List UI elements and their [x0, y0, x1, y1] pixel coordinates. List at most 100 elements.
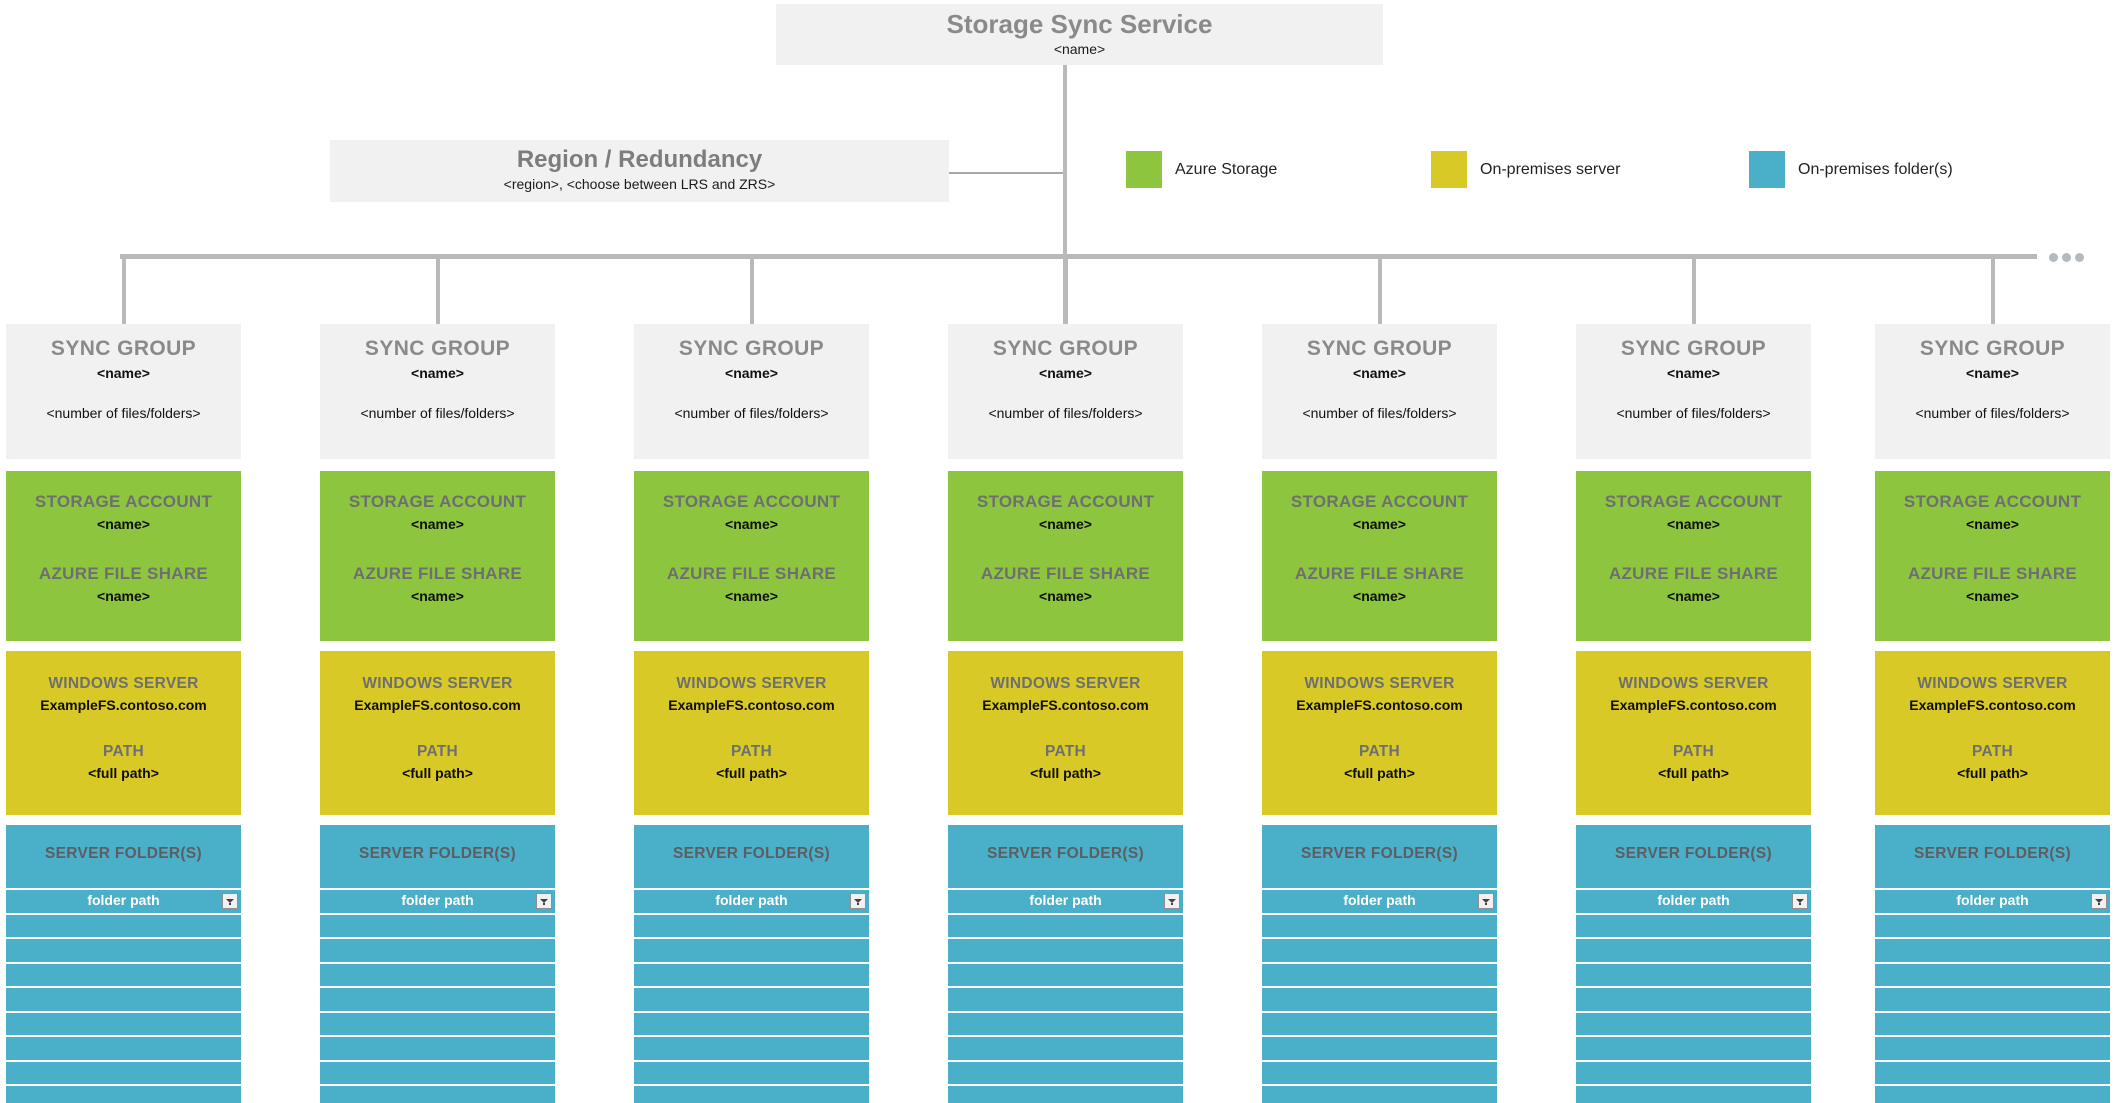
drop-connector-line [1990, 257, 1995, 324]
dropdown-arrow-stem [857, 903, 859, 905]
folder-path-dropdown-button[interactable] [1792, 893, 1808, 909]
windows-server-label: WINDOWS SERVER [676, 675, 827, 692]
sync-group-title: SYNC GROUP [1306, 337, 1453, 360]
empty-folder-row [6, 1010, 241, 1036]
sync-group-name: <name> [97, 365, 150, 381]
empty-folder-row [1576, 1010, 1811, 1036]
folder-path-row: folder path [6, 888, 241, 913]
path-label: PATH [730, 743, 773, 760]
empty-folder-row [948, 1084, 1183, 1103]
windows-server-label: WINDOWS SERVER [990, 675, 1141, 692]
folder-path-label: folder path [1029, 892, 1102, 908]
windows-server-box: WINDOWS SERVER ExampleFS.contoso.com PAT… [6, 651, 241, 815]
sync-group-column: SYNC GROUP <name> <number of files/folde… [6, 324, 241, 1103]
dropdown-arrow-icon [226, 899, 234, 903]
empty-folder-row [948, 961, 1183, 987]
empty-folder-row [1262, 1035, 1497, 1060]
empty-folder-row [6, 1059, 241, 1085]
azure-storage-box: STORAGE ACCOUNT <name> AZURE FILE SHARE … [1262, 471, 1497, 641]
sync-group-box: SYNC GROUP <name> <number of files/folde… [6, 324, 241, 459]
folder-path-label: folder path [1343, 892, 1416, 908]
azure-file-share-name: <name> [1966, 588, 2019, 604]
folder-path-row: folder path [320, 888, 555, 913]
empty-folder-row [1576, 1084, 1811, 1103]
azure-storage-box: STORAGE ACCOUNT <name> AZURE FILE SHARE … [320, 471, 555, 641]
azure-storage-box: STORAGE ACCOUNT <name> AZURE FILE SHARE … [1576, 471, 1811, 641]
sync-group-box: SYNC GROUP <name> <number of files/folde… [320, 324, 555, 459]
storage-account-name: <name> [725, 516, 778, 532]
folder-path-dropdown-button[interactable] [536, 893, 552, 909]
windows-server-label: WINDOWS SERVER [48, 675, 199, 692]
server-folders-box: SERVER FOLDER(S) folder path [948, 825, 1183, 1103]
empty-folder-row [1262, 1059, 1497, 1085]
sync-group-box: SYNC GROUP <name> <number of files/folde… [1262, 324, 1497, 459]
azure-storage-box: STORAGE ACCOUNT <name> AZURE FILE SHARE … [6, 471, 241, 641]
empty-folder-row [1576, 1035, 1811, 1060]
sync-group-name: <name> [1966, 365, 2019, 381]
folder-path-dropdown-button[interactable] [222, 893, 238, 909]
azure-file-share-label: AZURE FILE SHARE [1907, 564, 2078, 583]
azure-file-share-label: AZURE FILE SHARE [1294, 564, 1465, 583]
empty-folder-row [6, 912, 241, 938]
windows-server-name: ExampleFS.contoso.com [40, 697, 207, 713]
empty-folder-row [320, 1035, 555, 1060]
folder-path-label: folder path [1657, 892, 1730, 908]
empty-folder-row [1262, 1084, 1497, 1103]
storage-sync-service-name: <name> [1053, 41, 1106, 57]
folder-path-row: folder path [948, 888, 1183, 913]
azure-file-share-name: <name> [1039, 588, 1092, 604]
empty-folder-row [6, 1084, 241, 1103]
dropdown-arrow-icon [2095, 899, 2103, 903]
path-label: PATH [1971, 743, 2014, 760]
sync-group-column: SYNC GROUP <name> <number of files/folde… [1875, 324, 2110, 1103]
azure-file-share-label: AZURE FILE SHARE [352, 564, 523, 583]
empty-folder-row [320, 1084, 555, 1103]
folder-path-dropdown-button[interactable] [1478, 893, 1494, 909]
path-label: PATH [102, 743, 145, 760]
dropdown-arrow-icon [1168, 899, 1176, 903]
drop-connector-line [1063, 257, 1068, 324]
folder-path-dropdown-button[interactable] [1164, 893, 1180, 909]
ellipsis-dot [2062, 253, 2071, 262]
dropdown-arrow-icon [540, 899, 548, 903]
folder-path-row: folder path [634, 888, 869, 913]
empty-folder-row [1875, 912, 2110, 938]
empty-folder-row [634, 1010, 869, 1036]
windows-server-name: ExampleFS.contoso.com [354, 697, 521, 713]
azure-file-share-name: <name> [411, 588, 464, 604]
empty-folder-row [1262, 986, 1497, 1011]
sync-group-name: <name> [411, 365, 464, 381]
dropdown-arrow-icon [854, 899, 862, 903]
empty-folder-row [1875, 1035, 2110, 1060]
sync-group-files-count: <number of files/folders> [988, 405, 1143, 421]
server-folders-label: SERVER FOLDER(S) [45, 845, 202, 862]
azure-file-share-name: <name> [97, 588, 150, 604]
empty-folder-row [1875, 961, 2110, 987]
sync-group-title: SYNC GROUP [50, 337, 197, 360]
sync-group-files-count: <number of files/folders> [1616, 405, 1771, 421]
path-value: <full path> [1957, 765, 2028, 781]
server-folders-label: SERVER FOLDER(S) [987, 845, 1144, 862]
path-label: PATH [416, 743, 459, 760]
horizontal-connector-bar [120, 254, 2037, 259]
sync-group-title: SYNC GROUP [992, 337, 1139, 360]
folder-path-label: folder path [401, 892, 474, 908]
azure-file-share-label: AZURE FILE SHARE [666, 564, 837, 583]
empty-folder-row [320, 1059, 555, 1085]
storage-account-name: <name> [1353, 516, 1406, 532]
sync-group-box: SYNC GROUP <name> <number of files/folde… [1576, 324, 1811, 459]
server-folders-box: SERVER FOLDER(S) folder path [1875, 825, 2110, 1103]
empty-folder-row [634, 1059, 869, 1085]
sync-group-box: SYNC GROUP <name> <number of files/folde… [948, 324, 1183, 459]
empty-folder-row [948, 937, 1183, 962]
empty-folder-row [1875, 1010, 2110, 1036]
folder-path-dropdown-button[interactable] [2091, 893, 2107, 909]
trunk-connector-line [1063, 65, 1067, 324]
folder-path-dropdown-button[interactable] [850, 893, 866, 909]
server-folders-box: SERVER FOLDER(S) folder path [6, 825, 241, 1103]
windows-server-box: WINDOWS SERVER ExampleFS.contoso.com PAT… [320, 651, 555, 815]
empty-folder-row [1875, 937, 2110, 962]
path-value: <full path> [402, 765, 473, 781]
path-value: <full path> [1658, 765, 1729, 781]
